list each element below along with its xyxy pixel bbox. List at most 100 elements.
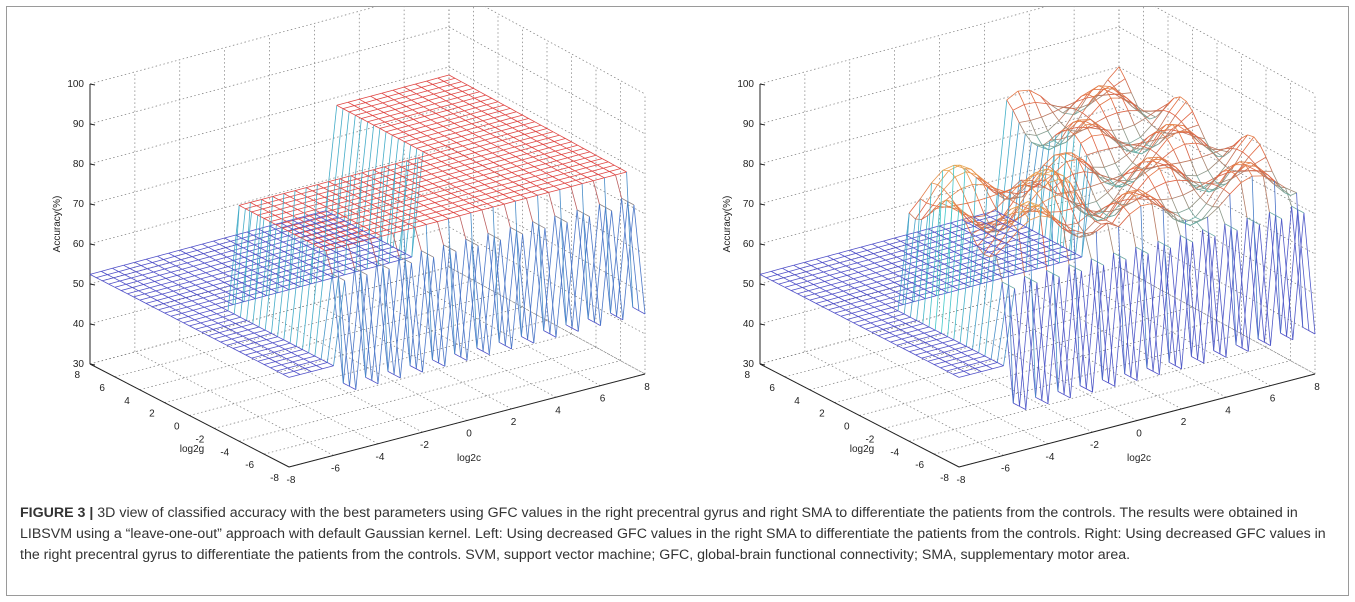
- surface-line: [371, 204, 379, 209]
- surface-line: [1061, 227, 1068, 232]
- surface-mesh: [759, 66, 1316, 410]
- surface-line: [966, 171, 978, 176]
- surface-line: [957, 367, 965, 372]
- surface-line: [108, 283, 116, 288]
- surface-line: [1021, 233, 1028, 238]
- surface-line: [338, 271, 345, 276]
- surface-line: [940, 367, 947, 372]
- surface-line: [988, 251, 996, 256]
- surface-line: [300, 241, 307, 246]
- surface-line: [1093, 96, 1101, 106]
- surface-line: [1118, 214, 1130, 227]
- surface-line: [356, 226, 363, 231]
- surface-line: [322, 235, 330, 240]
- surface-line: [558, 179, 565, 184]
- surface-line: [1178, 219, 1186, 222]
- surface-line: [271, 244, 279, 249]
- surface-line: [833, 303, 840, 308]
- surface-line: [258, 221, 271, 328]
- surface-line: [1059, 141, 1067, 145]
- surface-line: [1099, 203, 1112, 218]
- surface-line: [1024, 261, 1032, 266]
- surface-line: [1004, 239, 1017, 244]
- z-tick-label: 80: [743, 159, 755, 170]
- surface-line: [1075, 203, 1082, 208]
- surface-line: [943, 348, 956, 353]
- surface-line: [418, 112, 425, 117]
- surface-line: [304, 280, 312, 285]
- surface-line: [513, 188, 526, 192]
- surface-line: [392, 134, 399, 139]
- surface-line: [967, 355, 974, 360]
- surface-line: [401, 163, 414, 168]
- surface-line: [251, 269, 259, 274]
- surface-line: [1008, 226, 1016, 231]
- surface-line: [353, 194, 360, 199]
- surface-line: [541, 179, 548, 184]
- surface-line: [1263, 175, 1275, 182]
- surface-line: [1124, 373, 1131, 378]
- surface-line: [219, 285, 231, 289]
- surface-line: [1058, 120, 1066, 128]
- surface-line: [575, 177, 588, 181]
- surface-line: [526, 198, 533, 222]
- surface-line: [1171, 129, 1183, 133]
- surface-line: [225, 291, 232, 296]
- surface-line: [361, 172, 369, 177]
- surface-line: [236, 241, 249, 245]
- surface-line: [417, 103, 424, 108]
- surface-line: [591, 170, 599, 175]
- surface-line: [488, 123, 496, 128]
- surface-line: [343, 382, 350, 387]
- surface-line: [474, 196, 481, 201]
- surface-line: [337, 258, 349, 263]
- surface-line: [1125, 259, 1138, 381]
- surface-line: [282, 370, 295, 375]
- surface-line: [512, 124, 524, 129]
- surface-line: [928, 225, 940, 230]
- surface-line: [417, 157, 425, 162]
- surface-line: [600, 210, 612, 326]
- surface-line: [1128, 191, 1135, 196]
- surface-line: [509, 152, 516, 157]
- surface-line: [894, 237, 901, 242]
- surface-line: [945, 358, 957, 362]
- surface-line: [1119, 142, 1126, 145]
- surface-line: [176, 275, 184, 280]
- surface-line: [915, 266, 922, 271]
- surface-line: [1068, 200, 1081, 212]
- surface-line: [1089, 231, 1097, 236]
- surface-line: [1094, 219, 1107, 222]
- surface-line: [1008, 271, 1015, 276]
- surface-line: [370, 252, 378, 257]
- y-tick-label: -6: [915, 460, 924, 471]
- surface-line: [294, 238, 301, 243]
- surface-line: [890, 338, 902, 343]
- surface-line: [451, 145, 463, 150]
- surface-line: [1064, 192, 1072, 209]
- figure-caption: FIGURE 3 | 3D view of classified accurac…: [20, 503, 1340, 566]
- surface-line: [435, 208, 448, 213]
- surface-line: [205, 313, 217, 318]
- surface-line: [902, 345, 915, 349]
- surface-line: [153, 271, 160, 276]
- surface-line: [282, 283, 294, 287]
- surface-line: [299, 228, 307, 232]
- surface-line: [897, 263, 910, 267]
- surface-line: [142, 271, 154, 276]
- surface-line: [322, 222, 329, 227]
- surface-line: [374, 236, 382, 241]
- surface-line: [449, 183, 457, 188]
- surface-line: [427, 90, 434, 95]
- surface-line: [229, 319, 236, 324]
- surface-line: [219, 243, 226, 248]
- surface-line: [362, 223, 375, 227]
- surface-line: [416, 90, 428, 95]
- surface-line: [866, 291, 879, 295]
- surface-line: [394, 106, 407, 110]
- surface-line: [390, 169, 397, 174]
- surface-line: [388, 105, 396, 110]
- surface-line: [536, 185, 543, 190]
- surface-line: [235, 234, 243, 239]
- surface-line: [851, 268, 859, 273]
